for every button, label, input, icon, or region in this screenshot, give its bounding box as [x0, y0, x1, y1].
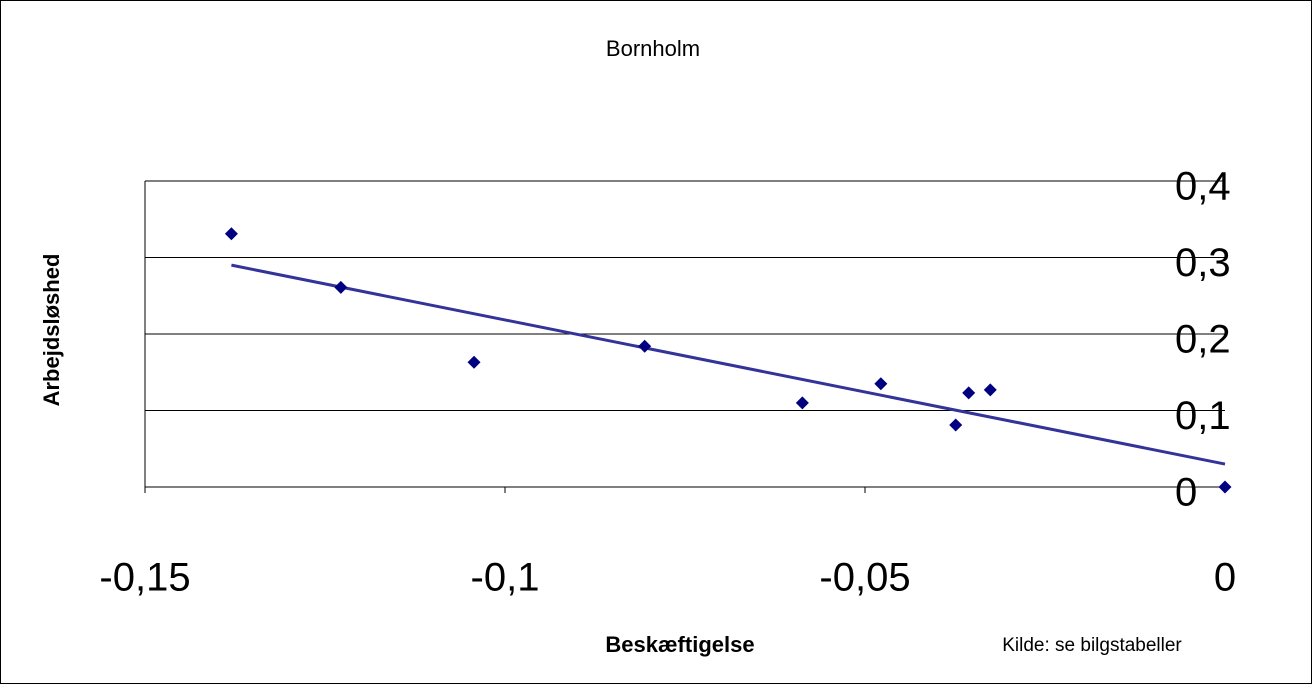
y-axis-label: Arbejdsløshed	[39, 254, 64, 407]
data-point	[949, 418, 963, 432]
x-axis-label: Beskæftigelse	[605, 632, 754, 657]
data-point	[795, 396, 809, 410]
data-point	[983, 383, 997, 397]
data-point	[467, 355, 481, 369]
y-tick-label: 0,1	[1175, 394, 1231, 438]
y-tick-label: 0,2	[1175, 318, 1231, 362]
chart-title: Bornholm	[606, 36, 700, 61]
y-tick-label: 0	[1175, 471, 1197, 515]
data-point	[224, 227, 238, 241]
trendline	[231, 263, 1226, 466]
y-tick-label: 0,3	[1175, 241, 1231, 285]
x-tick-label: -0,15	[99, 556, 190, 600]
x-tick-label: -0,05	[819, 556, 910, 600]
data-point	[962, 386, 976, 400]
source-note: Kilde: se bilgstabeller	[1002, 635, 1182, 656]
x-tick-label: 0	[1214, 556, 1236, 600]
data-point	[638, 339, 652, 353]
data-point	[1218, 480, 1232, 494]
y-tick-label: 0,4	[1175, 165, 1231, 209]
data-point	[334, 280, 348, 294]
data-point	[874, 377, 888, 391]
x-tick-label: -0,1	[471, 556, 540, 600]
